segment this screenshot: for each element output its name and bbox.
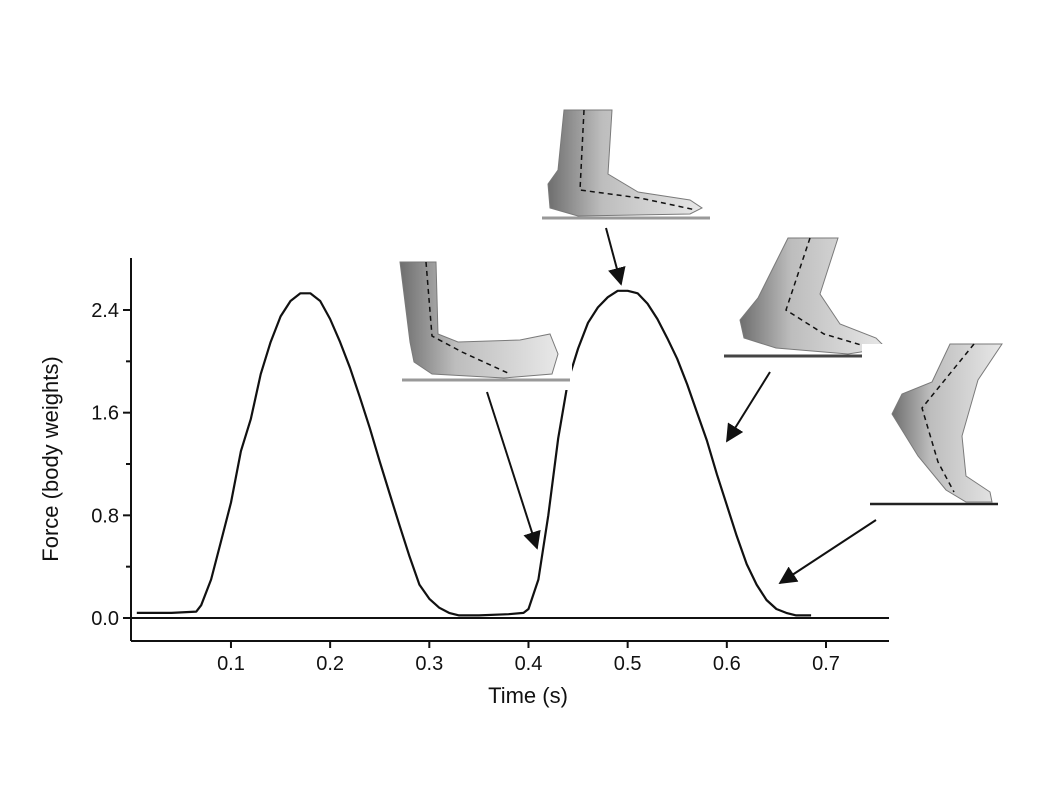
x-tick-label: 0.5 [614,653,642,675]
y-axis-ticks: 0.0 0.8 1.6 2.4 [91,300,131,630]
foot-stage-1-image [399,261,572,390]
foot-stage-3-image [716,237,906,360]
foot-stage-4-image [862,343,1032,516]
y-tick-label: 2.4 [91,300,119,322]
x-tick-label: 0.7 [812,653,840,675]
x-axis-ticks: 0.1 0.2 0.3 0.4 0.5 0.6 0.7 [217,641,840,675]
y-tick-label: 0.0 [91,608,119,630]
arrow-stage-3 [726,371,771,443]
arrow-stage-2 [605,227,626,286]
y-tick-label: 1.6 [91,403,119,425]
arrow-stage-4 [778,519,877,584]
annotation-arrows [486,227,877,584]
y-axis-title: Force (body weights) [38,356,63,561]
x-axis-title: Time (s) [488,683,568,708]
x-tick-label: 0.6 [713,653,741,675]
y-tick-label: 0.8 [91,505,119,527]
axes [130,258,889,642]
x-tick-label: 0.2 [316,653,344,675]
arrow-stage-1 [486,391,541,550]
force-series-line [136,289,812,617]
foot-stage-2-image [528,109,714,222]
x-tick-label: 0.1 [217,653,245,675]
x-tick-label: 0.3 [415,653,443,675]
x-tick-label: 0.4 [515,653,543,675]
